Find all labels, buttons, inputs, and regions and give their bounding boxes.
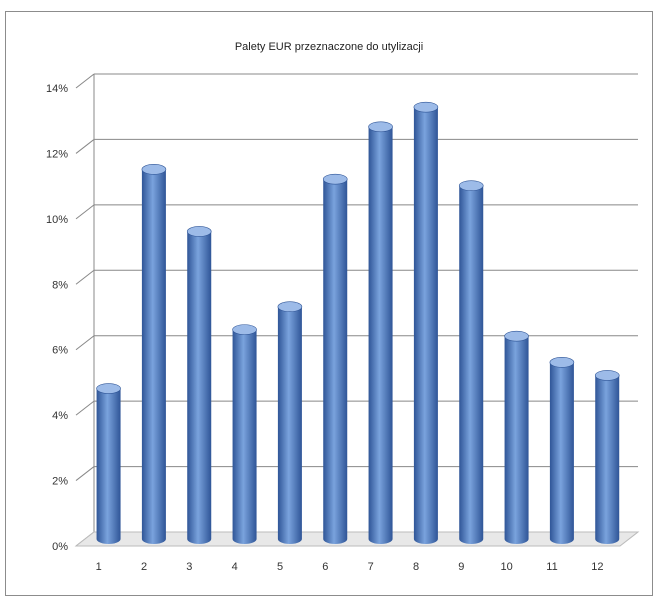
bar <box>141 164 167 545</box>
x-tick-label: 7 <box>368 561 374 573</box>
x-tick-label: 1 <box>96 561 102 573</box>
bar-top <box>413 101 439 113</box>
gridline-diagonal <box>75 204 95 220</box>
y-tick-label: 6% <box>52 345 68 357</box>
bar <box>504 330 529 544</box>
x-tick-label: 3 <box>186 561 192 573</box>
bar <box>186 226 212 544</box>
bar-body <box>413 107 438 545</box>
y-tick-label: 4% <box>52 410 68 422</box>
bars <box>96 101 620 545</box>
bar-body <box>368 126 393 545</box>
y-tick-label: 0% <box>52 541 68 553</box>
bar-body <box>504 336 529 544</box>
x-axis-ticks: 1 2 3 4 5 6 7 8 9 10 11 12 <box>96 561 604 573</box>
bar-body <box>595 375 620 544</box>
x-tick-label: 10 <box>501 561 513 573</box>
x-tick-label: 11 <box>546 561 557 573</box>
bar <box>549 357 575 544</box>
bar-body <box>459 185 484 544</box>
bar <box>322 173 348 544</box>
bar-top <box>322 173 348 185</box>
x-tick-label: 8 <box>413 561 419 573</box>
chart-floor <box>74 531 640 547</box>
bar-body <box>232 329 257 544</box>
bar <box>368 121 393 545</box>
bar-top <box>277 301 303 313</box>
gridline-diagonal <box>75 269 95 285</box>
y-tick-label: 14% <box>46 83 68 95</box>
x-tick-label: 5 <box>277 561 283 573</box>
chart-title: Palety EUR przeznaczone do utylizacji <box>235 41 423 53</box>
bar <box>232 324 257 544</box>
y-axis-ticks: 0% 2% 4% 6% 8% 10% 12% 14% <box>46 83 68 553</box>
y-tick-label: 2% <box>52 476 68 488</box>
y-tick-label: 10% <box>46 214 68 226</box>
bar-body <box>141 169 166 545</box>
bar-top <box>549 357 575 368</box>
gridline-diagonal <box>75 466 95 481</box>
x-tick-label: 9 <box>458 561 464 573</box>
chart-container: Palety EUR przeznaczone do utylizacji 0%… <box>5 11 653 596</box>
bar-body <box>549 362 574 544</box>
bar <box>458 180 484 544</box>
y-tick-label: 8% <box>52 279 68 291</box>
bar <box>277 301 303 544</box>
bar-body <box>96 388 121 544</box>
bar-top <box>458 180 484 191</box>
bar-top <box>504 330 529 342</box>
gridline-diagonal <box>75 73 95 89</box>
bar-top <box>186 226 212 237</box>
chart-floor-plane <box>74 531 640 547</box>
gridlines <box>75 73 638 547</box>
bar-body <box>277 306 302 544</box>
bar-chart: Palety EUR przeznaczone do utylizacji 0%… <box>46 41 640 573</box>
y-tick-label: 12% <box>46 148 68 160</box>
bar-top <box>232 324 257 335</box>
gridline-diagonal <box>75 335 95 351</box>
bar-top <box>141 164 167 175</box>
bar-top <box>96 383 121 394</box>
bar <box>413 101 439 545</box>
bar-top <box>594 370 620 381</box>
gridline-diagonal <box>75 139 95 154</box>
bar <box>594 370 620 544</box>
x-tick-label: 4 <box>232 561 238 573</box>
bar-body <box>187 231 212 544</box>
bar-top <box>368 121 393 133</box>
x-tick-label: 6 <box>322 561 328 573</box>
x-tick-label: 12 <box>591 561 603 573</box>
bar-body <box>323 179 348 544</box>
x-tick-label: 2 <box>141 561 147 573</box>
bar <box>96 383 121 544</box>
gridline-diagonal <box>75 400 95 416</box>
